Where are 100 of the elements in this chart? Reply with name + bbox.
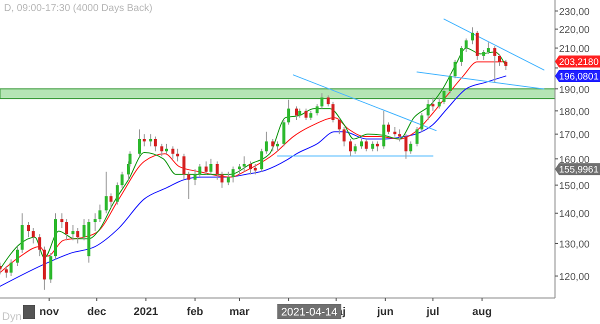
candlestick — [398, 128, 402, 142]
candlestick — [226, 171, 230, 186]
candlestick — [376, 140, 379, 152]
candlestick — [287, 99, 290, 126]
candlestick — [94, 212, 97, 232]
candlestick — [431, 97, 434, 112]
x-tick-label: jul — [425, 306, 440, 318]
candlestick — [493, 46, 496, 83]
candlestick — [316, 104, 319, 116]
candlestick — [295, 106, 298, 121]
candlestick — [4, 265, 8, 278]
x-tick-label: 2021 — [134, 306, 158, 318]
candlestick — [420, 112, 424, 132]
candlestick — [486, 42, 490, 54]
text: 155,9961 — [559, 164, 599, 176]
candlestick — [138, 128, 142, 157]
candlestick — [476, 30, 479, 60]
candlestick — [482, 50, 486, 60]
candlestick — [182, 153, 186, 180]
candlestick — [360, 138, 364, 150]
x-tick-label: dec — [87, 306, 106, 318]
x-tick-label: jun — [376, 306, 394, 318]
y-tick-label: 190,00 — [559, 84, 590, 96]
candlestick — [320, 92, 324, 110]
candlestick — [104, 171, 108, 214]
candlestick — [426, 99, 430, 121]
candlestick — [454, 59, 457, 79]
y-tick-label: 170,00 — [559, 130, 590, 142]
candlestick — [264, 131, 268, 154]
candlestick — [154, 136, 157, 152]
candlestick — [438, 97, 441, 110]
candlestick — [176, 148, 180, 162]
candlestick — [338, 117, 341, 135]
candlestick — [304, 108, 308, 121]
candlestick — [27, 222, 30, 238]
candlestick — [220, 171, 224, 188]
candlestick — [282, 120, 286, 147]
candlestick — [110, 192, 112, 208]
candlestick — [60, 212, 64, 229]
candlestick — [194, 168, 197, 186]
candlestick — [326, 94, 330, 107]
y-tick-label: 150,00 — [559, 181, 590, 192]
candlestick — [38, 234, 42, 257]
candlestick — [65, 218, 68, 241]
y-tick-label: 120,00 — [559, 272, 590, 284]
candlestick — [371, 140, 374, 152]
candlestick — [471, 26, 474, 45]
candlestick — [249, 160, 252, 175]
candlestick — [448, 74, 452, 94]
candlestick — [409, 140, 412, 154]
y-tick-label: 180,00 — [559, 106, 590, 118]
candlestick — [82, 218, 86, 241]
candlestick — [49, 252, 52, 284]
candlestick — [120, 171, 124, 188]
y-tick-label: 230,00 — [559, 7, 590, 18]
candlestick — [504, 59, 508, 70]
candlestick — [187, 171, 190, 200]
candlestick — [160, 143, 164, 157]
candlestick — [348, 138, 352, 157]
y-tick-label: 220,00 — [559, 25, 590, 36]
x-tick-label: aug — [472, 306, 492, 318]
text: 196,0801 — [559, 72, 599, 83]
text: 203,2180 — [559, 56, 599, 68]
candlestick — [165, 143, 168, 154]
candlestick — [238, 163, 241, 175]
candlestick — [298, 108, 302, 118]
candlestick — [460, 46, 463, 66]
x-tick-label: mar — [229, 306, 250, 318]
candlestick — [382, 110, 386, 150]
y-tick-label: 210,00 — [559, 44, 590, 56]
candlestick — [498, 53, 501, 66]
candlestick — [32, 228, 35, 244]
candlestick — [71, 224, 74, 241]
y-tick-label: 140,00 — [559, 209, 590, 220]
x-tick-label: feb — [186, 306, 204, 318]
candlestick — [271, 138, 274, 152]
candlestick — [198, 163, 202, 178]
candlestick — [216, 160, 219, 180]
candlestick — [364, 138, 368, 152]
text: 2021-04-14 — [281, 306, 338, 318]
candlestick — [260, 148, 264, 172]
candlestick — [242, 156, 246, 172]
x-tick-label: nov — [39, 306, 60, 318]
candlestick — [404, 134, 408, 160]
candlestick — [116, 182, 119, 206]
candlestick — [142, 134, 146, 147]
chart-title: D, 09:00-17:30 (4000 Days Back) — [4, 3, 152, 14]
candlestick — [416, 126, 419, 147]
candlestick — [342, 126, 346, 147]
candlestick — [276, 140, 279, 152]
candlestick — [16, 246, 19, 266]
candlestick — [98, 204, 102, 223]
candlestick — [10, 258, 13, 277]
candlestick — [209, 158, 212, 175]
candlestick — [76, 228, 80, 244]
candlestick — [171, 146, 174, 160]
candlestick — [387, 122, 390, 135]
candlestick — [149, 134, 152, 147]
candlestick — [442, 88, 446, 105]
candlestick — [204, 160, 208, 175]
